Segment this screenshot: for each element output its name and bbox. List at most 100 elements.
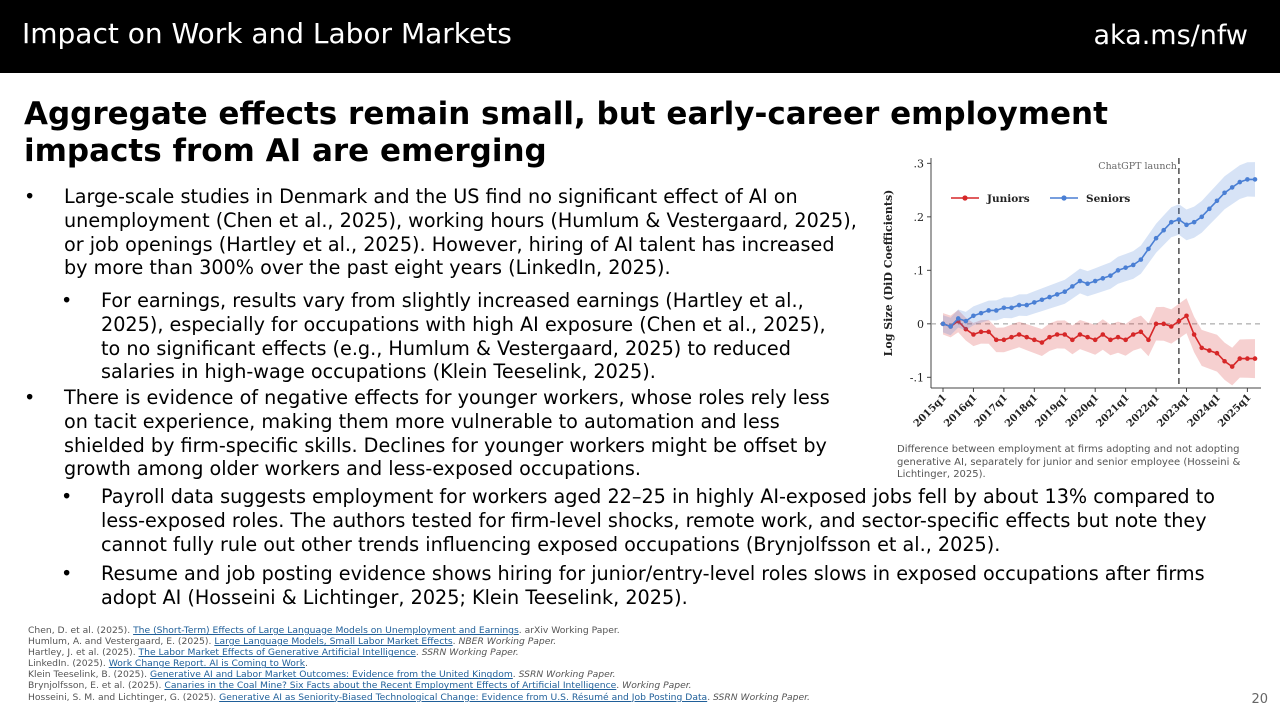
x-tick-label: 2025q1 xyxy=(1216,392,1253,429)
data-point-seniors xyxy=(1062,289,1068,295)
reference-authors: Hosseini, S. M. and Lichtinger, G. (2025… xyxy=(28,691,220,703)
reference-authors: Brynjolfsson, E. et al. (2025). xyxy=(28,680,165,692)
data-point-seniors xyxy=(1252,177,1258,182)
legend-marker-juniors xyxy=(962,195,968,201)
reference-link[interactable]: Generative AI as Seniority-Biased Techno… xyxy=(219,691,708,703)
reference-suffix: . xyxy=(305,658,308,670)
data-point-juniors xyxy=(1199,345,1205,351)
data-point-juniors xyxy=(1123,337,1128,343)
reference-item: Hosseini, S. M. and Lichtinger, G. (2025… xyxy=(28,692,1028,703)
data-point-seniors xyxy=(1032,300,1037,305)
data-point-seniors xyxy=(993,308,999,313)
data-point-juniors xyxy=(1191,332,1197,337)
data-point-juniors xyxy=(1214,350,1220,356)
data-point-juniors xyxy=(1245,356,1250,361)
data-point-seniors xyxy=(1070,284,1075,289)
legend-label-seniors: Seniors xyxy=(1086,193,1130,205)
data-point-juniors xyxy=(1237,356,1243,361)
data-point-juniors xyxy=(1070,337,1075,343)
data-point-juniors xyxy=(1146,337,1151,343)
data-point-juniors xyxy=(1085,334,1090,340)
reference-item: Chen, D. et al. (2025). The (Short-Term)… xyxy=(28,625,1028,636)
reference-venue: SSRN Working Paper. xyxy=(421,647,519,659)
y-tick-label: -.1 xyxy=(910,371,924,384)
data-point-juniors xyxy=(971,332,976,337)
bullet-text: Large-scale studies in Denmark and the U… xyxy=(64,185,857,280)
legend-label-juniors: Juniors xyxy=(986,193,1030,205)
bullet-text: Resume and job posting evidence shows hi… xyxy=(101,562,1205,609)
data-point-seniors xyxy=(1009,305,1014,311)
data-point-seniors xyxy=(1130,262,1136,268)
data-point-seniors xyxy=(1153,235,1159,241)
reference-venue: SSRN Working Paper. xyxy=(518,669,616,681)
data-point-juniors xyxy=(1108,337,1113,343)
reference-suffix: . xyxy=(616,680,623,692)
data-point-juniors xyxy=(1207,348,1212,353)
reference-link[interactable]: The Labor Market Effects of Generative A… xyxy=(138,647,416,659)
data-point-juniors xyxy=(1153,321,1159,327)
data-point-seniors xyxy=(955,316,961,321)
data-point-juniors xyxy=(1130,332,1136,337)
data-point-seniors xyxy=(1168,219,1174,225)
bullet-text: For earnings, results vary from slightly… xyxy=(101,289,826,384)
bullet-text: Payroll data suggests employment for wor… xyxy=(101,485,1215,556)
data-point-juniors xyxy=(993,337,999,343)
data-point-juniors xyxy=(1252,356,1258,361)
slide-headline: Aggregate effects remain small, but earl… xyxy=(24,96,1108,169)
data-point-seniors xyxy=(1146,246,1151,252)
data-point-seniors xyxy=(1077,278,1083,284)
data-point-seniors xyxy=(963,318,969,324)
data-point-juniors xyxy=(1184,313,1189,319)
data-point-juniors xyxy=(1016,332,1022,337)
slide-section-title: Impact on Work and Labor Markets xyxy=(22,17,512,50)
y-tick-label: .1 xyxy=(914,264,925,277)
y-tick-label: .2 xyxy=(914,211,925,224)
reference-suffix: . xyxy=(452,636,459,648)
reference-authors: Chen, D. et al. (2025). xyxy=(28,625,134,636)
references: Chen, D. et al. (2025). The (Short-Term)… xyxy=(28,625,1028,703)
data-point-seniors xyxy=(1176,217,1182,222)
data-point-seniors xyxy=(1184,222,1189,228)
data-point-juniors xyxy=(1138,329,1144,335)
reference-link[interactable]: Work Change Report. AI is Coming to Work xyxy=(108,658,306,670)
did-chart: -.1 0.1.2.3 Log Size (DiD Coefficients) 201… xyxy=(873,150,1268,442)
chart-caption: Difference between employment at firms a… xyxy=(897,444,1241,480)
page-number: 20 xyxy=(1251,692,1268,707)
bullet-symbol: • xyxy=(61,289,73,312)
data-point-juniors xyxy=(1054,332,1060,337)
reference-link[interactable]: Generative AI and Labor Market Outcomes:… xyxy=(149,669,513,681)
data-point-juniors xyxy=(1229,364,1235,369)
y-tick-label: .3 xyxy=(914,157,925,170)
data-point-seniors xyxy=(1245,177,1250,182)
reference-item: Hartley, J. et al. (2025). The Labor Mar… xyxy=(28,647,1028,658)
data-point-juniors xyxy=(1001,337,1007,343)
reference-link[interactable]: Canaries in the Coal Mine? Six Facts abo… xyxy=(164,680,617,692)
data-point-seniors xyxy=(948,324,953,329)
data-point-juniors xyxy=(1039,340,1045,345)
header-bar: Impact on Work and Labor Markets aka.ms/… xyxy=(0,0,1280,73)
y-tick-label: 0 xyxy=(917,318,924,331)
header-url: aka.ms/nfw xyxy=(1093,20,1248,51)
y-axis-label: Log Size (DiD Coefficients) xyxy=(882,190,895,357)
data-point-juniors xyxy=(1032,337,1037,343)
data-point-seniors xyxy=(1039,297,1045,303)
reference-authors: LinkedIn. (2025). xyxy=(28,658,109,670)
reference-item: Humlum, A. and Vestergaard, E. (2025). L… xyxy=(28,636,1028,647)
reference-link[interactable]: The (Short-Term) Effects of Large Langua… xyxy=(133,625,519,636)
reference-link[interactable]: Large Language Models, Small Labor Marke… xyxy=(214,636,453,648)
data-point-seniors xyxy=(940,321,946,327)
reference-item: Klein Teeselink, B. (2025). Generative A… xyxy=(28,669,1028,680)
data-point-seniors xyxy=(1161,227,1166,233)
data-point-seniors xyxy=(1092,278,1098,284)
legend-marker-seniors xyxy=(1061,195,1067,201)
data-point-seniors xyxy=(1108,273,1113,278)
data-point-seniors xyxy=(1016,302,1022,308)
bullet-symbol: • xyxy=(24,185,36,208)
reference-suffix: . xyxy=(512,669,519,681)
reference-authors: Humlum, A. and Vestergaard, E. (2025). xyxy=(28,636,215,648)
data-point-seniors xyxy=(1214,198,1220,204)
data-point-juniors xyxy=(1115,334,1121,340)
data-point-seniors xyxy=(1123,265,1128,270)
data-point-seniors xyxy=(1207,206,1212,212)
data-point-juniors xyxy=(978,329,984,335)
